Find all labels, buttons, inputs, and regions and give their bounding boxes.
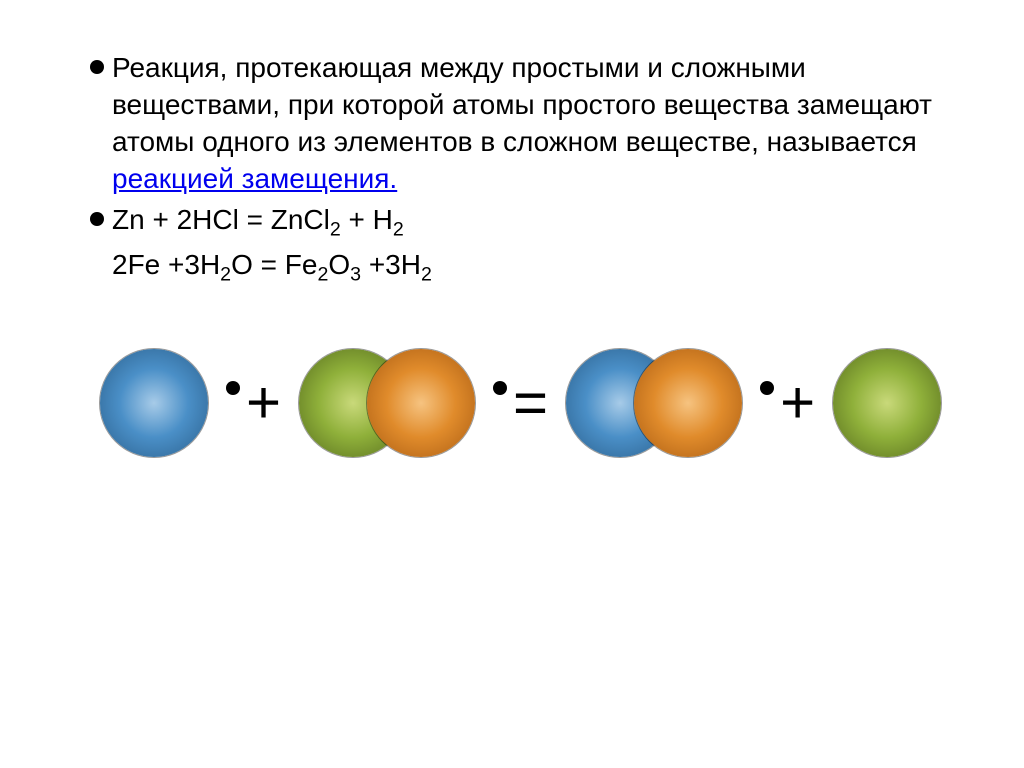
equation-2: 2Fe +3H2O = Fe2O3 +3H2 <box>112 247 954 288</box>
molecule <box>299 349 475 457</box>
eq2-sub: 3 <box>350 264 361 286</box>
eq2-part: O = Fe <box>231 249 317 280</box>
bullet-icon <box>90 60 104 74</box>
eq2-part: O <box>328 249 350 280</box>
eq1-part: + H <box>341 204 393 235</box>
operator-equals: = <box>493 368 548 437</box>
bullet-icon <box>90 212 104 226</box>
eq2-part: 2Fe +3H <box>112 249 220 280</box>
molecule <box>566 349 742 457</box>
eq1-sub: 2 <box>393 218 404 240</box>
eq1-part: Zn + 2HCl = ZnCl <box>112 204 330 235</box>
eq2-sub: 2 <box>220 264 231 286</box>
definition-link[interactable]: реакцией замещения. <box>112 163 397 194</box>
atom-orange <box>367 349 475 457</box>
eq1-sub: 2 <box>330 218 341 240</box>
operator-symbol: + <box>246 368 281 437</box>
eq2-part: +3H <box>361 249 421 280</box>
bullet-icon <box>493 381 507 395</box>
operator-symbol: + <box>780 368 815 437</box>
slide: Реакция, протекающая между простыми и сл… <box>0 0 1024 497</box>
atom-green <box>833 349 941 457</box>
reaction-diagram: + = + <box>90 349 954 457</box>
operator-symbol: = <box>513 368 548 437</box>
equation-1: Zn + 2HCl = ZnCl2 + H2 <box>112 202 404 243</box>
eq2-sub: 2 <box>421 264 432 286</box>
bullet-1: Реакция, протекающая между простыми и сл… <box>90 50 954 198</box>
definition-prefix: Реакция, протекающая между простыми и сл… <box>112 52 932 157</box>
operator-plus: + <box>760 368 815 437</box>
bullet-2: Zn + 2HCl = ZnCl2 + H2 <box>90 202 954 243</box>
atom-blue <box>100 349 208 457</box>
definition-text: Реакция, протекающая между простыми и сл… <box>112 50 954 198</box>
atom-orange <box>634 349 742 457</box>
eq2-sub: 2 <box>317 264 328 286</box>
operator-plus: + <box>226 368 281 437</box>
bullet-icon <box>226 381 240 395</box>
bullet-icon <box>760 381 774 395</box>
